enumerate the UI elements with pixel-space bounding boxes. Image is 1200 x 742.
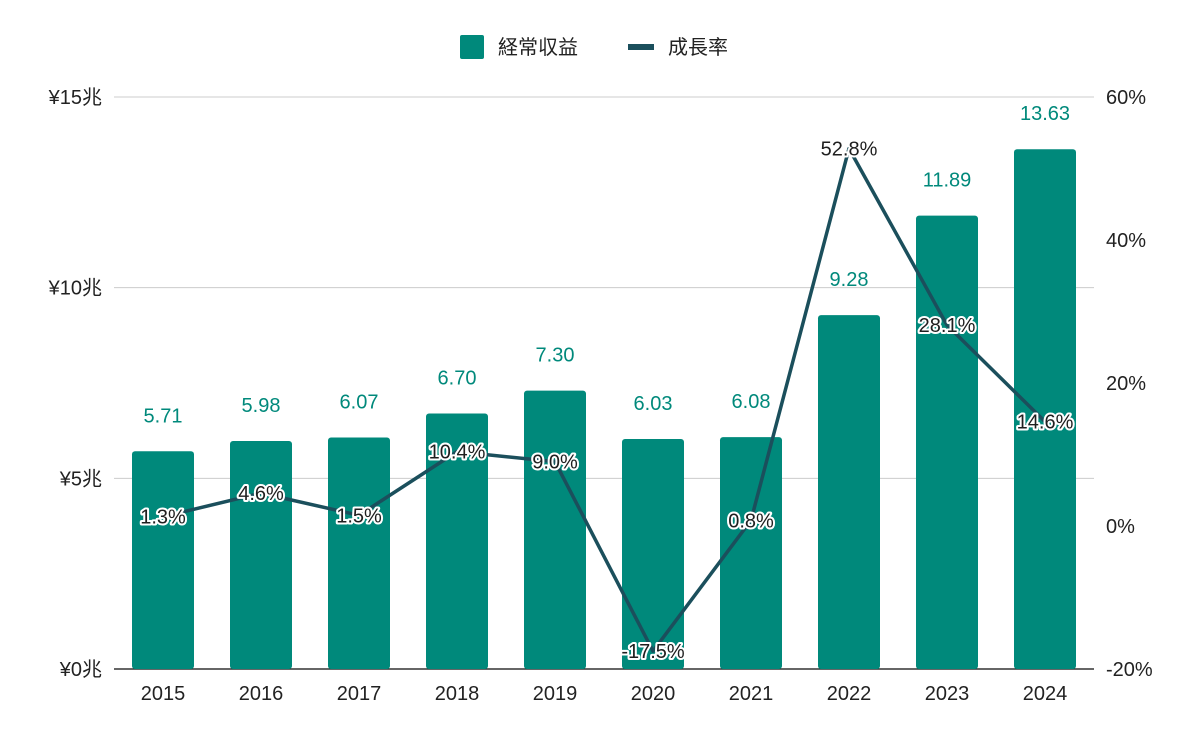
bar-value-label-2024: 13.63 xyxy=(1020,103,1070,125)
bar-value-label-2021: 6.08 xyxy=(732,391,771,413)
line-data-labels: 1.3% 4.6% 1.5% 10.4% 9.0% -17.5% 0.8% 52.8% 28.1… xyxy=(138,136,1075,665)
right-axis-tick-label: 60% xyxy=(1106,87,1146,109)
rate-value-label-2021: 0.8% xyxy=(728,510,774,532)
rate-value-label-2020: -17.5% xyxy=(621,641,685,663)
bar-value-label-2018: 6.70 xyxy=(438,368,477,390)
x-axis: 2015 2016 2017 2018 2019 2020 2021 2022 2023 2024 xyxy=(141,683,1068,705)
bar-value-label-2017: 6.07 xyxy=(340,392,379,414)
left-axis: ¥0兆 ¥5兆 ¥10兆 ¥15兆 xyxy=(48,86,102,681)
rate-value-label-2016: 4.6% xyxy=(238,483,284,505)
left-axis-tick-label: ¥10兆 xyxy=(48,277,102,300)
legend-swatch-revenue xyxy=(460,35,484,59)
bar-value-label-2020: 6.03 xyxy=(634,393,673,415)
rate-value-label-2023: 28.1% xyxy=(919,315,976,337)
x-axis-tick-label: 2023 xyxy=(925,683,970,705)
bar-2021 xyxy=(720,437,782,669)
bar-2022 xyxy=(818,315,880,669)
legend: 経常収益 成長率 xyxy=(460,35,728,59)
bar-value-label-2015: 5.71 xyxy=(144,405,183,427)
right-axis-tick-label: 20% xyxy=(1106,373,1146,395)
bar-value-label-2016: 5.98 xyxy=(242,395,281,417)
rate-value-label-2022: 52.8% xyxy=(821,138,878,160)
bar-value-label-2022: 9.28 xyxy=(830,269,869,291)
bar-2020 xyxy=(622,439,684,669)
growth-rate-line xyxy=(161,146,1047,653)
x-axis-tick-label: 2021 xyxy=(729,683,774,705)
bar-value-label-2019: 7.30 xyxy=(536,345,575,367)
right-axis-tick-label: 40% xyxy=(1106,230,1146,252)
x-axis-tick-label: 2016 xyxy=(239,683,284,705)
legend-swatch-growth xyxy=(628,44,654,50)
rate-value-label-2017: 1.5% xyxy=(336,505,382,527)
right-axis-tick-label: -20% xyxy=(1106,659,1153,681)
x-axis-tick-label: 2022 xyxy=(827,683,872,705)
bar-2016 xyxy=(230,440,292,669)
rate-value-label-2015: 1.3% xyxy=(140,507,186,529)
bar-data-labels: 5.71 5.98 6.07 6.70 7.30 6.03 6.08 9.28 11.89 13.… xyxy=(144,103,1071,427)
legend-label-growth: 成長率 xyxy=(668,35,728,59)
bar-2019 xyxy=(524,390,586,669)
x-axis-tick-label: 2018 xyxy=(435,683,480,705)
bar-2017 xyxy=(328,437,390,669)
bar-2023 xyxy=(916,215,978,669)
rate-value-label-2018: 10.4% xyxy=(429,442,486,464)
legend-label-revenue: 経常収益 xyxy=(498,35,578,59)
left-axis-tick-label: ¥15兆 xyxy=(48,86,102,109)
bar-2015 xyxy=(132,451,194,669)
right-axis-tick-label: 0% xyxy=(1106,516,1135,538)
line-series xyxy=(161,146,1047,653)
right-axis: -20% 0% 20% 40% 60% xyxy=(1106,87,1153,681)
bar-2018 xyxy=(426,413,488,669)
rate-value-label-2019: 9.0% xyxy=(532,452,578,474)
x-axis-tick-label: 2020 xyxy=(631,683,676,705)
x-axis-tick-label: 2024 xyxy=(1023,683,1068,705)
left-axis-tick-label: ¥0兆 xyxy=(59,658,102,681)
x-axis-tick-label: 2015 xyxy=(141,683,186,705)
x-axis-tick-label: 2017 xyxy=(337,683,382,705)
bar-value-label-2023: 11.89 xyxy=(923,170,972,192)
bar-2024 xyxy=(1014,149,1076,669)
rate-value-label-2024: 14.6% xyxy=(1017,412,1074,434)
x-axis-tick-label: 2019 xyxy=(533,683,578,705)
left-axis-tick-label: ¥5兆 xyxy=(59,467,102,490)
